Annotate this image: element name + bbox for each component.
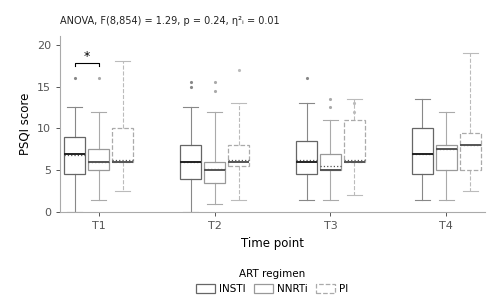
Bar	[412, 128, 433, 175]
X-axis label: Time point: Time point	[241, 237, 304, 250]
Bar	[64, 137, 86, 175]
Bar	[344, 120, 365, 162]
Bar	[320, 154, 341, 170]
Bar	[296, 141, 317, 175]
Text: ANOVA, F(8,854) = 1.29, p = 0.24, η²ᵢ = 0.01: ANOVA, F(8,854) = 1.29, p = 0.24, η²ᵢ = …	[60, 16, 280, 26]
Bar	[228, 145, 249, 166]
Legend: INSTI, NNRTi, PI: INSTI, NNRTi, PI	[192, 265, 352, 298]
Bar	[204, 162, 225, 183]
Bar	[88, 149, 110, 170]
Bar	[112, 128, 133, 162]
Y-axis label: PSQI score: PSQI score	[18, 93, 32, 155]
Bar	[436, 145, 457, 170]
Bar	[180, 145, 201, 179]
Text: *: *	[84, 50, 90, 63]
Bar	[460, 133, 481, 170]
